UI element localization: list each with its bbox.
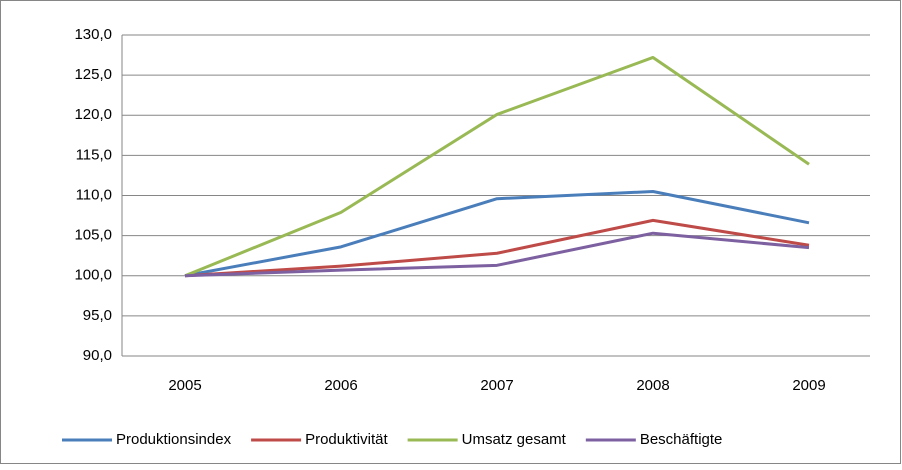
y-tick-label: 130,0 [74,26,112,43]
y-tick-label: 115,0 [76,146,112,163]
x-tick-label: 2009 [792,377,825,394]
series-line [184,55,810,278]
y-tick-label: 90,0 [83,347,112,364]
y-tick-label: 95,0 [83,307,112,324]
y-tick-label: 110,0 [76,186,112,203]
legend-label: Produktivität [305,431,388,448]
y-tick-label: 105,0 [74,227,112,244]
series-line [184,218,810,278]
y-tick-label: 100,0 [74,267,112,284]
legend-label: Beschäftigte [640,431,723,448]
y-tick-label: 120,0 [74,106,112,123]
x-tick-label: 2005 [168,377,201,394]
y-tick-label: 125,0 [74,66,112,83]
x-tick-label: 2008 [636,377,669,394]
series-line [184,231,810,278]
series-line [184,189,810,278]
legend-label: Umsatz gesamt [462,431,567,448]
x-tick-label: 2006 [324,377,357,394]
x-tick-label: 2007 [480,377,513,394]
legend-label: Produktionsindex [116,431,232,448]
